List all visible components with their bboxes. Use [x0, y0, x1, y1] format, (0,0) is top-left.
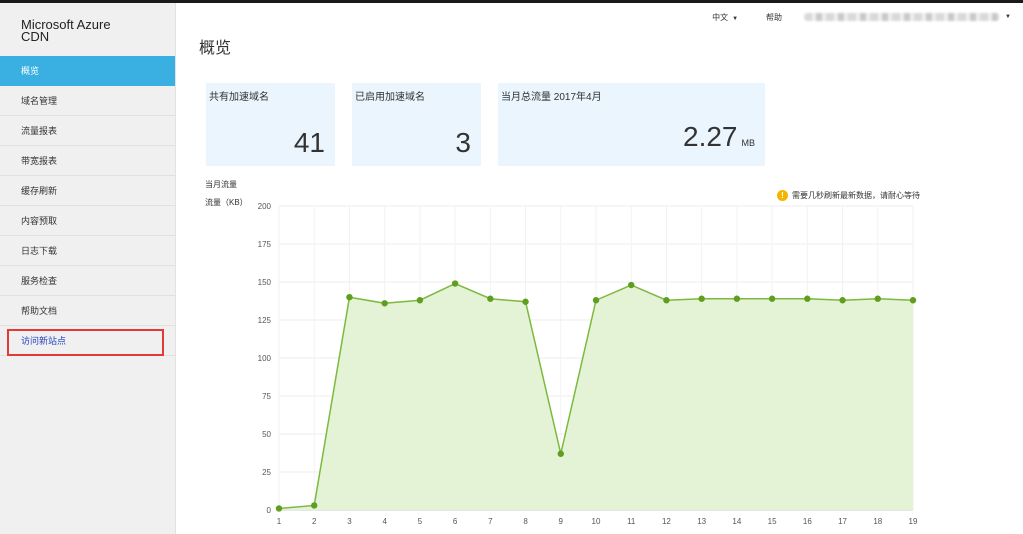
x-tick-label: 10 — [592, 517, 601, 526]
x-tick-label: 19 — [909, 517, 918, 526]
page-title: 概览 — [199, 40, 232, 57]
brand-line-2: CDN — [21, 29, 50, 44]
y-tick-label: 125 — [258, 316, 272, 325]
x-tick-label: 3 — [347, 517, 352, 526]
y-tick-label: 75 — [262, 392, 271, 401]
x-tick-label: 17 — [838, 517, 847, 526]
sidebar-item-cache-refresh[interactable]: 缓存刷新 — [0, 176, 175, 206]
header-toolbar: 中文 ▼ 帮助 ▼ — [712, 10, 1011, 24]
x-tick-label: 16 — [803, 517, 812, 526]
chart-title: 当月流量 — [205, 180, 237, 189]
sidebar-item-content-prefetch[interactable]: 内容预取 — [0, 206, 175, 236]
data-point — [381, 300, 388, 307]
data-point — [733, 295, 741, 302]
account-menu[interactable]: ▼ — [804, 13, 1011, 21]
x-tick-label: 13 — [697, 517, 706, 526]
language-selector[interactable]: 中文 ▼ — [712, 12, 738, 23]
chevron-down-icon: ▼ — [1005, 14, 1011, 20]
card-label: 共有加速域名 — [209, 92, 269, 103]
data-point — [874, 295, 881, 302]
card-value: 2.27 MB — [683, 121, 756, 152]
y-tick-label: 200 — [258, 202, 272, 211]
data-point — [557, 450, 564, 457]
y-tick-label: 100 — [258, 354, 272, 363]
brand-line-1: Microsoft Azure — [21, 17, 111, 32]
x-tick-label: 18 — [873, 517, 882, 526]
chevron-down-icon: ▼ — [732, 15, 739, 22]
sidebar-item-bandwidth-report[interactable]: 带宽报表 — [0, 146, 175, 176]
app-brand: Microsoft Azure CDN — [0, 3, 175, 56]
data-point — [275, 505, 283, 512]
x-tick-label: 8 — [523, 517, 528, 526]
data-point — [346, 294, 353, 301]
stat-card-total-domains: 共有加速域名 41 — [206, 83, 335, 166]
refresh-notice-text: 需要几秒刷新最新数据，请耐心等待 — [792, 191, 920, 200]
x-tick-label: 12 — [662, 517, 671, 526]
stat-card-monthly-traffic: 当月总流量 2017年4月 2.27 MB — [498, 83, 765, 166]
x-tick-label: 2 — [312, 517, 317, 526]
card-unit: MB — [741, 138, 756, 148]
warning-icon: ! — [777, 190, 788, 201]
sidebar: Microsoft Azure CDN 概览 域名管理 流量报表 带宽报表 缓存… — [0, 3, 176, 534]
x-tick-label: 11 — [627, 517, 636, 526]
x-tick-label: 7 — [488, 517, 493, 526]
y-tick-label: 175 — [258, 240, 272, 249]
stat-card-enabled-domains: 已启用加速域名 3 — [352, 83, 481, 166]
data-point — [487, 295, 494, 302]
y-tick-label: 25 — [262, 468, 271, 477]
data-point — [698, 295, 705, 302]
data-point — [804, 295, 811, 302]
data-point — [522, 298, 529, 305]
x-tick-label: 14 — [732, 517, 741, 526]
data-point — [839, 297, 846, 304]
data-point — [416, 297, 424, 304]
window-top-border — [0, 0, 1023, 3]
data-point — [592, 297, 600, 304]
sidebar-item-overview[interactable]: 概览 — [0, 56, 175, 86]
x-tick-label: 15 — [768, 517, 777, 526]
card-value: 41 — [293, 127, 325, 158]
area-fill — [279, 283, 913, 510]
card-label: 当月总流量 2017年4月 — [501, 92, 602, 103]
card-label: 已启用加速域名 — [355, 92, 425, 103]
sidebar-item-log-download[interactable]: 日志下载 — [0, 236, 175, 266]
refresh-notice: ! 需要几秒刷新最新数据，请耐心等待 — [777, 190, 920, 201]
y-tick-label: 0 — [267, 506, 272, 515]
help-link[interactable]: 帮助 — [766, 12, 783, 22]
x-tick-label: 5 — [418, 517, 423, 526]
sidebar-item-help-docs[interactable]: 帮助文档 — [0, 296, 175, 326]
data-point — [909, 297, 917, 304]
y-tick-label: 50 — [262, 430, 271, 439]
data-point — [628, 281, 635, 289]
sidebar-item-traffic-report[interactable]: 流量报表 — [0, 116, 175, 146]
x-tick-label: 9 — [559, 517, 564, 526]
sidebar-item-domain-management[interactable]: 域名管理 — [0, 86, 175, 116]
sidebar-item-service-check[interactable]: 服务检查 — [0, 266, 175, 296]
card-value: 3 — [455, 127, 471, 158]
y-tick-label: 150 — [258, 278, 272, 287]
x-tick-label: 1 — [277, 517, 282, 526]
data-point — [451, 280, 459, 287]
data-point — [663, 297, 670, 304]
language-label: 中文 — [712, 12, 729, 22]
chart-y-axis-label: 流量（KB） — [205, 198, 248, 207]
data-point — [768, 295, 776, 302]
data-point — [311, 502, 318, 509]
x-tick-label: 6 — [453, 517, 458, 526]
x-tick-label: 4 — [382, 517, 387, 526]
account-name-redacted — [804, 13, 1001, 21]
